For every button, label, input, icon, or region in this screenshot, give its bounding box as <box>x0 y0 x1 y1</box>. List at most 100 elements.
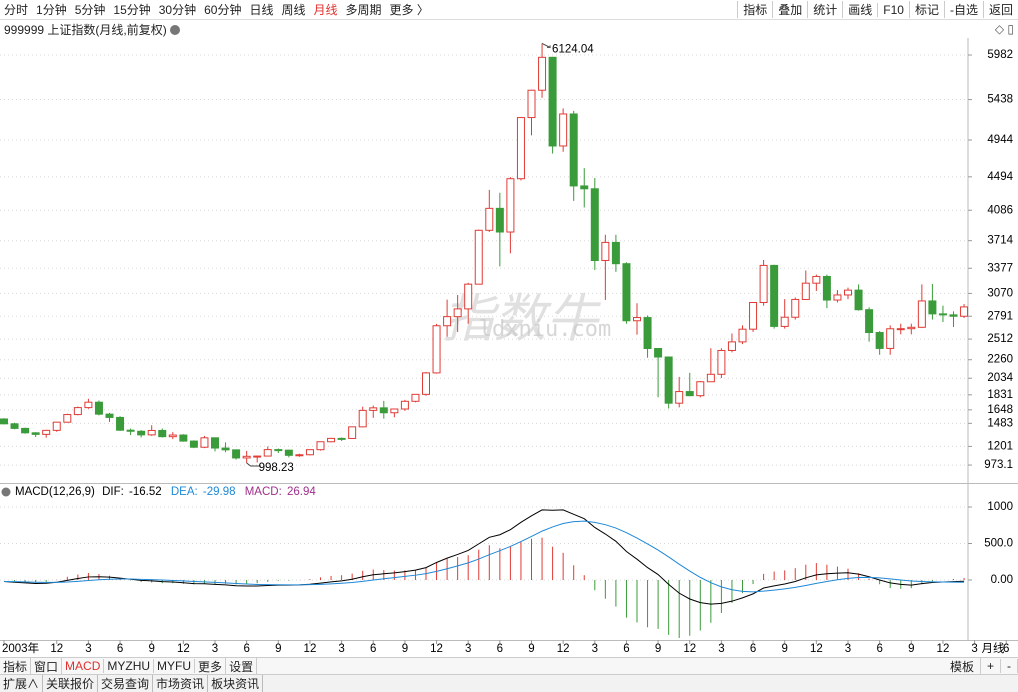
candle-body <box>516 117 525 180</box>
candle-body <box>527 89 536 119</box>
tool-button[interactable]: -自选 <box>943 1 983 18</box>
status-tab[interactable]: 扩展∧ <box>0 675 44 692</box>
x-tick-label: 12 <box>557 643 570 655</box>
x-tick-label: 3 <box>338 643 344 655</box>
candle-body <box>232 449 241 459</box>
period-tab[interactable]: 5分钟 <box>74 3 106 17</box>
candle-body <box>453 308 462 318</box>
high-annotation: 6124.04 <box>552 43 594 55</box>
tab-control[interactable]: + <box>981 659 1001 673</box>
x-tick-label: 6 <box>117 643 123 655</box>
tool-button[interactable]: F10 <box>877 2 909 17</box>
tool-button[interactable]: 统计 <box>807 1 842 18</box>
y-tick-label: 2791 <box>987 310 1013 322</box>
candle-body <box>211 437 219 449</box>
candle-body <box>422 372 430 395</box>
y-tick-label: 1201 <box>987 440 1013 452</box>
tool-button[interactable]: 标记 <box>908 1 944 18</box>
candle-body <box>548 56 557 147</box>
candle-body <box>105 413 114 418</box>
candle-body <box>31 432 40 435</box>
candle-body <box>443 316 452 327</box>
watermark: ldxniu.com <box>479 317 611 342</box>
x-tick-label: 9 <box>275 643 281 655</box>
indicator-tab[interactable]: MACD <box>62 659 105 673</box>
candle-body <box>696 381 705 397</box>
x-tick-label: 9 <box>148 643 154 655</box>
candle-body <box>400 400 409 410</box>
legend-value: -16.52 <box>129 486 162 498</box>
candle-body <box>844 289 852 296</box>
header-icons[interactable]: ◇ ▯ <box>994 22 1014 36</box>
status-tab[interactable]: 板块资讯 <box>208 675 264 692</box>
legend-value: 26.94 <box>287 486 316 498</box>
status-tab[interactable]: 关联报价 <box>43 675 99 692</box>
candle-body <box>960 306 969 317</box>
x-tick-label: 9 <box>655 643 661 655</box>
candle-body <box>94 401 103 415</box>
tool-button[interactable]: 叠加 <box>772 1 807 18</box>
candle-body <box>369 407 378 411</box>
candle-body <box>643 317 652 350</box>
indicator-icon[interactable] <box>1 487 11 497</box>
dropdown-icon[interactable] <box>170 25 181 36</box>
candle-body <box>907 326 916 330</box>
tool-button[interactable]: 返回 <box>982 1 1018 18</box>
macd-line <box>3 509 965 605</box>
candle-body <box>485 207 494 231</box>
legend-label: MACD: <box>245 486 282 498</box>
tool-button[interactable]: 指标 <box>737 1 772 18</box>
y-tick-label: 1648 <box>987 404 1013 416</box>
candle-body <box>200 437 209 448</box>
candle-body <box>717 349 726 375</box>
macd-title: MACD(12,26,9) <box>15 486 95 498</box>
period-label: 月线 <box>982 641 1005 655</box>
tool-button[interactable]: 画线 <box>842 1 877 18</box>
candle-body <box>337 437 346 440</box>
candle-body <box>833 294 842 301</box>
indicator-tab[interactable]: 窗口 <box>31 657 63 675</box>
period-tab[interactable]: 30分钟 <box>158 3 197 17</box>
candle-body <box>559 113 568 147</box>
candle-body <box>474 229 483 285</box>
period-tab[interactable]: 更多 〉 <box>389 3 429 17</box>
period-tab[interactable]: 日线 <box>249 3 274 17</box>
chart-title: 999999 上证指数(月线,前复权) <box>4 21 181 38</box>
period-tab[interactable]: 15分钟 <box>113 3 151 17</box>
period-tab[interactable]: 多周期 <box>345 3 382 17</box>
candle-body <box>242 455 251 459</box>
candle-body <box>42 429 51 435</box>
period-tab[interactable]: 周线 <box>281 3 306 17</box>
candle-body <box>538 56 547 91</box>
indicator-tab[interactable]: MYZHU <box>104 659 155 673</box>
period-tab[interactable]: 1分钟 <box>36 3 67 17</box>
status-tab[interactable]: 交易查询 <box>98 675 154 692</box>
tab-control[interactable]: 模板 <box>944 657 981 675</box>
indicator-tab[interactable]: 更多 <box>195 657 227 675</box>
y-tick-label: 5438 <box>987 94 1013 106</box>
period-tab[interactable]: 月线 <box>313 3 338 17</box>
status-tab[interactable]: 市场资讯 <box>153 675 209 692</box>
x-tick-label: 6 <box>370 643 376 655</box>
candle-body <box>348 426 357 439</box>
candle-body <box>917 300 926 328</box>
candle-body <box>263 449 272 457</box>
candle-body <box>327 437 336 443</box>
indicator-tab[interactable]: 设置 <box>226 657 258 675</box>
candle-body <box>52 421 61 431</box>
candle-body <box>253 455 262 458</box>
x-tick-label: 6 <box>750 643 756 655</box>
period-tab[interactable]: 分时 <box>4 3 29 17</box>
candle-body <box>580 185 589 190</box>
toolbar: 分时 1分钟 5分钟 15分钟 30分钟 60分钟 日线 周线 月线 多周期 更多 〉 指标 叠加 统计… <box>0 0 1018 20</box>
x-tick-label: 9 <box>781 643 787 655</box>
indicator-tab[interactable]: MYFU <box>154 659 196 673</box>
period-tab[interactable]: 60分钟 <box>204 3 242 17</box>
indicator-tab[interactable]: 指标 <box>0 657 32 675</box>
candle-body <box>706 373 715 383</box>
tab-control[interactable]: - <box>1001 659 1018 673</box>
x-tick-label: 6 <box>623 643 629 655</box>
x-tick-label: 12 <box>304 643 317 655</box>
x-tick-label: 3 <box>718 643 724 655</box>
y-tick-label: 0.00 <box>991 574 1013 586</box>
